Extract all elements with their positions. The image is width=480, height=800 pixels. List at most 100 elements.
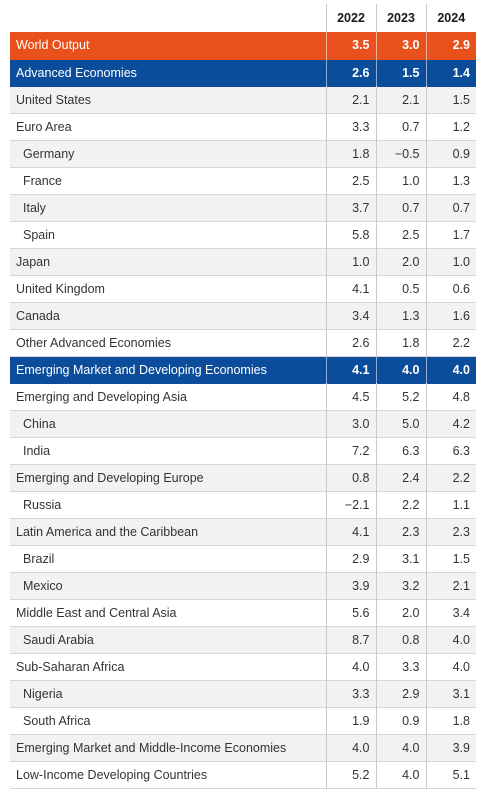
- value-cell: 1.1: [425, 491, 476, 518]
- row-label: United Kingdom: [16, 281, 105, 296]
- value-cell: 1.5: [425, 86, 476, 113]
- column-header: 2023: [375, 4, 426, 32]
- value-cell: 1.8: [425, 707, 476, 734]
- value-cell: 3.7: [325, 194, 376, 221]
- value-cell: 5.2: [325, 761, 376, 788]
- value-cell: 2.2: [425, 329, 476, 356]
- table-row: Euro Area 3.3 0.7 1.2: [10, 113, 476, 140]
- value-cell: 3.5: [325, 32, 376, 59]
- column-header: 2024: [425, 4, 476, 32]
- value-cell: 4.0: [325, 734, 376, 761]
- table-row: Latin America and the Caribbean 4.1 2.3 2.3: [10, 518, 476, 545]
- value-cell: 2.5: [375, 221, 426, 248]
- value-cell: 5.0: [375, 410, 426, 437]
- value-cell: 2.0: [375, 248, 426, 275]
- table-row: Russia −2.1 2.2 1.1: [10, 491, 476, 518]
- value-cell: 3.0: [325, 410, 376, 437]
- table-row: Saudi Arabia 8.7 0.8 4.0: [10, 626, 476, 653]
- table-row: Mexico 3.9 3.2 2.1: [10, 572, 476, 599]
- value-cell: 5.2: [375, 383, 426, 410]
- table-row: Italy 3.7 0.7 0.7: [10, 194, 476, 221]
- table-row: Japan 1.0 2.0 1.0: [10, 248, 476, 275]
- value-cell: 2.3: [375, 518, 426, 545]
- value-cell: 1.8: [325, 140, 376, 167]
- row-label: Nigeria: [23, 686, 63, 701]
- value-cell: 3.2: [375, 572, 426, 599]
- value-cell: 2.1: [325, 86, 376, 113]
- growth-table-container: 2022 2023 2024 World Output 3.5 3.0 2.9 Adva…: [10, 4, 476, 789]
- value-cell: 0.9: [425, 140, 476, 167]
- value-cell: 1.0: [425, 248, 476, 275]
- row-label: Latin America and the Caribbean: [16, 524, 199, 539]
- row-label: Saudi Arabia: [23, 632, 94, 647]
- table-row: Brazil 2.9 3.1 1.5: [10, 545, 476, 572]
- table-row: Canada 3.4 1.3 1.6: [10, 302, 476, 329]
- value-cell: 6.3: [375, 437, 426, 464]
- value-cell: 3.3: [325, 680, 376, 707]
- value-cell: 2.6: [325, 329, 376, 356]
- value-cell: 3.0: [375, 32, 426, 59]
- value-cell: 0.9: [375, 707, 426, 734]
- value-cell: 0.7: [375, 194, 426, 221]
- value-cell: 2.9: [375, 680, 426, 707]
- value-cell: 5.8: [325, 221, 376, 248]
- value-cell: 1.2: [425, 113, 476, 140]
- row-label: Japan: [16, 254, 51, 269]
- table-row: Emerging and Developing Europe 0.8 2.4 2.2: [10, 464, 476, 491]
- table-row: Nigeria 3.3 2.9 3.1: [10, 680, 476, 707]
- table-row: France 2.5 1.0 1.3: [10, 167, 476, 194]
- table-row: India 7.2 6.3 6.3: [10, 437, 476, 464]
- row-label: Other Advanced Economies: [16, 335, 171, 350]
- row-label: Emerging Market and Middle-Income Econom…: [16, 740, 287, 755]
- value-cell: 1.4: [425, 59, 476, 86]
- growth-projections-table: 2022 2023 2024 World Output 3.5 3.0 2.9 Adva…: [10, 4, 476, 789]
- value-cell: 2.6: [325, 59, 376, 86]
- row-label: India: [23, 443, 51, 458]
- column-header: 2022: [325, 4, 376, 32]
- table-row: United Kingdom 4.1 0.5 0.6: [10, 275, 476, 302]
- value-cell: 0.8: [375, 626, 426, 653]
- table-body: World Output 3.5 3.0 2.9 Advanced Economies 2…: [10, 32, 476, 788]
- value-cell: 2.5: [325, 167, 376, 194]
- value-cell: 4.0: [375, 356, 426, 383]
- value-cell: 4.0: [425, 626, 476, 653]
- value-cell: 0.7: [425, 194, 476, 221]
- table-row: Emerging and Developing Asia 4.5 5.2 4.8: [10, 383, 476, 410]
- value-cell: 1.3: [425, 167, 476, 194]
- row-label: Spain: [23, 227, 55, 242]
- value-cell: 1.5: [425, 545, 476, 572]
- value-cell: 4.0: [375, 761, 426, 788]
- value-cell: 3.4: [425, 599, 476, 626]
- row-label: Sub-Saharan Africa: [16, 659, 125, 674]
- value-cell: 4.1: [325, 356, 376, 383]
- row-label: Emerging and Developing Asia: [16, 389, 187, 404]
- table-row: Middle East and Central Asia 5.6 2.0 3.4: [10, 599, 476, 626]
- value-cell: 2.4: [375, 464, 426, 491]
- value-cell: 4.0: [325, 653, 376, 680]
- value-cell: 3.9: [325, 572, 376, 599]
- row-label: Euro Area: [16, 119, 72, 134]
- value-cell: 6.3: [425, 437, 476, 464]
- value-cell: 3.9: [425, 734, 476, 761]
- table-row: Low-Income Developing Countries 5.2 4.0 5.1: [10, 761, 476, 788]
- value-cell: 4.2: [425, 410, 476, 437]
- value-cell: 2.2: [375, 491, 426, 518]
- table-row: World Output 3.5 3.0 2.9: [10, 32, 476, 59]
- table-row: Spain 5.8 2.5 1.7: [10, 221, 476, 248]
- value-cell: 0.7: [375, 113, 426, 140]
- row-label: United States: [16, 92, 92, 107]
- row-label: France: [23, 173, 62, 188]
- table-row: Emerging Market and Middle-Income Econom…: [10, 734, 476, 761]
- value-cell: 4.0: [375, 734, 426, 761]
- value-cell: 2.3: [425, 518, 476, 545]
- table-row: China 3.0 5.0 4.2: [10, 410, 476, 437]
- value-cell: 1.6: [425, 302, 476, 329]
- value-cell: 1.3: [375, 302, 426, 329]
- value-cell: 1.0: [375, 167, 426, 194]
- row-label: Emerging Market and Developing Economies: [16, 362, 267, 377]
- value-cell: 3.3: [375, 653, 426, 680]
- table-row: United States 2.1 2.1 1.5: [10, 86, 476, 113]
- value-cell: −2.1: [325, 491, 376, 518]
- value-cell: 2.0: [375, 599, 426, 626]
- value-cell: 4.0: [425, 356, 476, 383]
